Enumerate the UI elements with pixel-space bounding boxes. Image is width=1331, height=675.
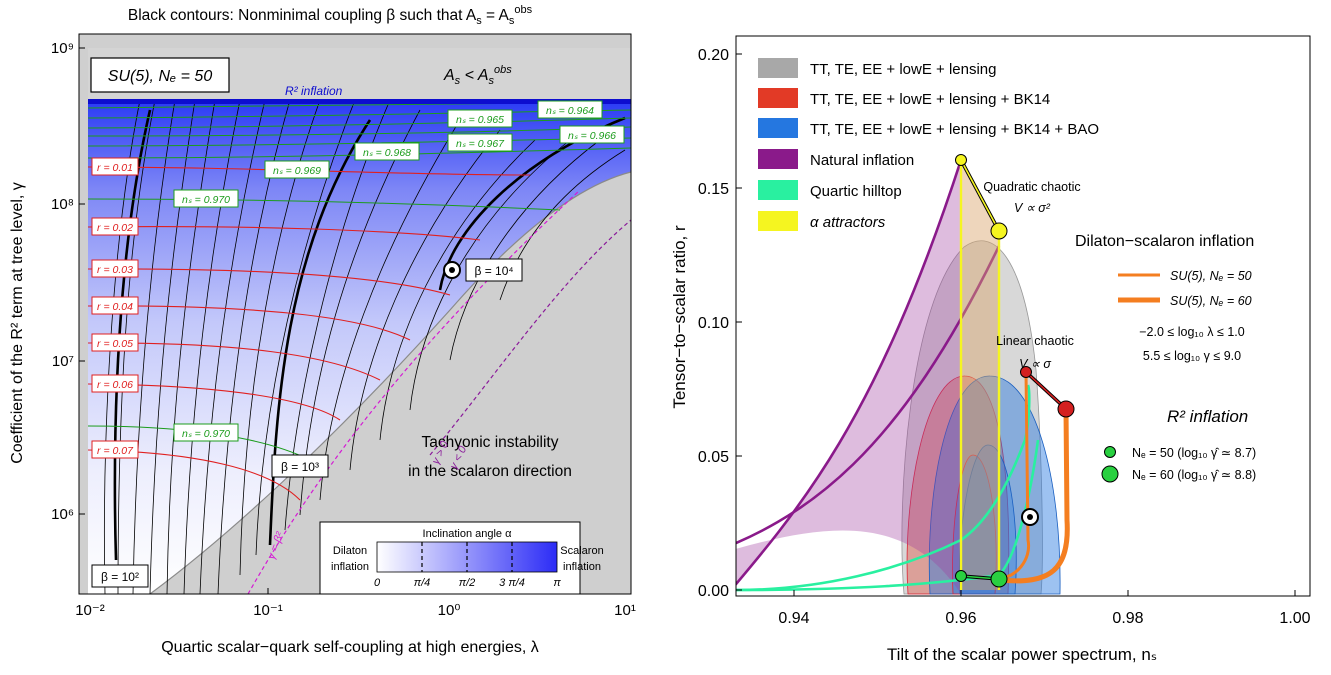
ytick: 10⁶ [51,506,74,523]
r-label: r = 0.02 [97,222,133,234]
colorbar: Inclination angle α Dilaton inflation Sc… [319,521,604,595]
ytick: 0.00 [698,583,729,600]
point-r2-50 [955,570,967,582]
left-x-ticks: 10⁻² 10⁻¹ 10⁰ 10¹ [75,602,636,619]
left-y-label: Coefficient of the R² term at tree level… [9,182,26,464]
point-quadratic-60 [990,222,1008,240]
ns-label: nₛ = 0.965 [456,114,504,126]
ytick: 0.15 [698,181,729,198]
ytick: 0.05 [698,449,729,466]
dilaton-title: Dilaton−scalaron inflation [1075,233,1254,250]
colorbar-left-2: inflation [331,561,369,573]
right-x-label: Tilt of the scalar power spectrum, nₛ [887,645,1157,664]
xtick: 0.94 [778,610,809,627]
ns-label: nₛ = 0.967 [456,138,505,150]
range-lambda: −2.0 ≤ log₁₀ λ ≤ 1.0 [1139,325,1245,339]
left-x-label: Quartic scalar−quark self-coupling at hi… [161,639,539,656]
legend-item: Natural inflation [810,152,914,169]
model-box-label: SU(5), Nₑ = 50 [108,68,213,85]
point-dilaton-marker-dot [1027,514,1033,520]
colorbar-right-1: Scalaron [560,545,603,557]
xtick: 1.00 [1279,610,1310,627]
quad-title: Quadratic chaotic [983,180,1080,194]
ns-label: nₛ = 0.970 [182,194,230,206]
tachyon-label-2: in the scalaron direction [408,463,572,480]
legend-item: TT, TE, EE + lowE + lensing + BK14 [810,91,1050,108]
r2-legend-50: Nₑ = 50 (log₁₀ γ̂ ≃ 8.7) [1132,446,1256,460]
ytick: 10⁹ [51,40,74,57]
legend-item: Quartic hilltop [810,183,902,200]
beta-label-1000: β = 10³ [281,460,319,474]
beta-label-10000: β = 10⁴ [474,264,513,278]
point-linear-50 [1020,366,1032,378]
right-y-ticks: 0.00 0.05 0.10 0.15 0.20 [698,47,729,600]
colorbar-title: Inclination angle α [423,528,513,540]
r2-title: R² inflation [1167,407,1248,426]
legend: TT, TE, EE + lowE + lensing TT, TE, EE +… [758,58,1099,231]
colorbar-tick: π [553,577,561,589]
ytick: 10⁸ [51,196,74,213]
r2-inflation-label: R² inflation [285,84,343,98]
ns-label: nₛ = 0.964 [546,105,594,117]
ns-label: nₛ = 0.968 [363,147,411,159]
xtick: 10⁻¹ [253,602,283,619]
colorbar-tick: 3 π/4 [499,577,525,589]
colorbar-right-2: inflation [563,561,601,573]
point-quadratic-50 [955,154,967,166]
ytick: 10⁷ [52,353,74,370]
point-linear-60 [1057,400,1075,418]
colorbar-tick: 0 [374,577,381,589]
colorbar-tick: π/2 [459,577,476,589]
colorbar-tick: π/4 [414,577,431,589]
ytick: 0.10 [698,315,729,332]
range-gamma: 5.5 ≤ log₁₀ γ ≤ 9.0 [1143,349,1241,363]
xtick: 10⁻² [75,602,105,619]
quad-formula: V ∝ σ² [1014,201,1051,215]
xtick: 10⁰ [438,602,461,619]
ns-label: nₛ = 0.970 [182,428,230,440]
xtick: 0.96 [945,610,976,627]
dilaton-legend-50: SU(5), Nₑ = 50 [1170,269,1252,283]
ns-label: nₛ = 0.969 [273,165,321,177]
beta-label-100: β = 10² [101,570,139,584]
tachyon-label-1: Tachyonic instability [422,434,559,451]
r-label: r = 0.05 [97,338,133,350]
colorbar-left-1: Dilaton [333,545,367,557]
xtick: 0.98 [1112,610,1143,627]
region-top-label: A [443,67,455,84]
r-label: r = 0.03 [97,264,133,276]
r-label: r = 0.04 [97,301,133,313]
svg-text:As < Asobs: As < Asobs [443,64,512,87]
legend-item: TT, TE, EE + lowE + lensing + BK14 + BAO [810,121,1099,138]
svg-text:Black contours: Nonminimal cou: Black contours: Nonminimal coupling β su… [128,4,533,27]
point-r2-60 [990,570,1008,588]
legend-item: α attractors [810,214,886,231]
r-label: r = 0.01 [97,162,133,174]
model-points [955,154,1075,588]
xtick: 10¹ [614,602,636,619]
ns-label: nₛ = 0.966 [568,130,616,142]
r-label: r = 0.06 [97,379,133,391]
r2-legend-60: Nₑ = 60 (log₁₀ γ̂ ≃ 8.8) [1132,468,1256,482]
left-chart: Black contours: Nonminimal coupling β su… [9,4,636,656]
r-label: r = 0.07 [97,445,134,457]
linear-title: Linear chaotic [996,334,1074,348]
right-y-label: Tensor−to−scalar ratio, r [670,225,689,409]
left-title: Black contours: Nonminimal coupling β su… [128,7,477,24]
left-y-ticks: 10⁶ 10⁷ 10⁸ 10⁹ [51,40,74,523]
highlight-point [443,261,461,279]
dilaton-legend-60: SU(5), Nₑ = 60 [1170,294,1252,308]
right-x-ticks: 0.94 0.96 0.98 1.00 [778,610,1310,627]
legend-item: TT, TE, EE + lowE + lensing [810,61,996,78]
r2-inflation-line [88,99,631,104]
ytick: 0.20 [698,47,729,64]
right-chart: 0.94 0.96 0.98 1.00 0.00 0.05 0.10 0.15 … [670,35,1311,664]
